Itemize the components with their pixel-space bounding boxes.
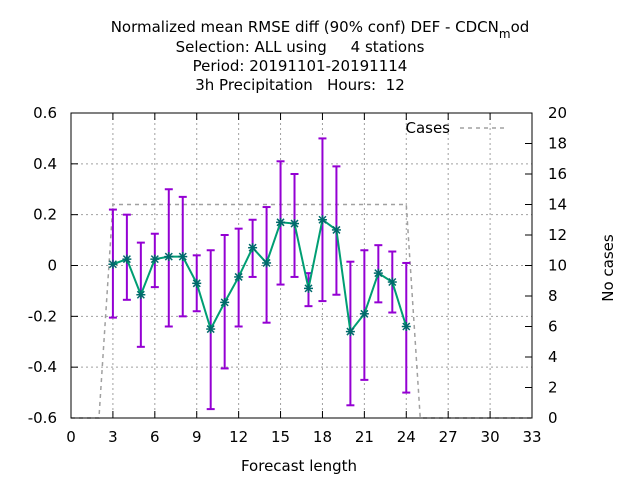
data-point [317, 215, 327, 225]
title-line: 3h Precipitation Hours: 12 [195, 76, 405, 94]
x-tick-label: 21 [355, 428, 374, 446]
axis-ticks [70, 112, 533, 419]
y2-tick-label: 16 [548, 165, 567, 183]
data-point [290, 219, 300, 229]
data-point [206, 324, 216, 334]
data-point [248, 243, 258, 253]
y2-axis-label: No cases [599, 234, 617, 302]
y2-tick-label: 14 [548, 196, 567, 214]
data-point [108, 259, 118, 269]
chart-title: Normalized mean RMSE diff (90% conf) DEF… [111, 18, 530, 94]
data-point [192, 278, 202, 288]
data-point [303, 283, 313, 293]
data-point [136, 290, 146, 300]
y2-tick-label: 10 [548, 257, 567, 275]
data-point [345, 327, 355, 337]
legend-label: Cases [405, 119, 450, 137]
y2-tick-label: 4 [548, 348, 558, 366]
x-tick-label: 27 [439, 428, 458, 446]
y-tick-label: 0.2 [33, 206, 57, 224]
y-tick-label: 0 [47, 257, 57, 275]
rmse-series [112, 218, 408, 335]
y2-tick-label: 2 [548, 379, 558, 397]
y2-tick-label: 0 [548, 409, 558, 427]
y2-tick-label: 6 [548, 318, 558, 336]
y-tick-label: -0.4 [28, 358, 57, 376]
rmse-line [112, 218, 408, 335]
error-bars [108, 137, 411, 411]
x-tick-label: 3 [108, 428, 118, 446]
data-point [276, 217, 286, 227]
y-tick-label: -0.2 [28, 307, 57, 325]
data-point [262, 258, 272, 268]
data-point [220, 297, 230, 307]
data-point [164, 252, 174, 262]
data-point [122, 254, 132, 264]
x-tick-label: 30 [481, 428, 500, 446]
y-tick-label: -0.6 [28, 409, 57, 427]
y2-tick-label: 18 [548, 135, 567, 153]
data-point [178, 252, 188, 262]
data-point [359, 309, 369, 319]
x-tick-label: 15 [271, 428, 290, 446]
data-points [108, 215, 411, 337]
data-point [401, 322, 411, 331]
y2-tick-label: 8 [548, 287, 558, 305]
data-point [387, 277, 397, 287]
data-point [331, 225, 341, 235]
x-tick-label: 9 [192, 428, 202, 446]
y-tick-label: 0.4 [33, 155, 57, 173]
title-line: Period: 20191101-20191114 [193, 57, 408, 75]
x-tick-label: 12 [229, 428, 248, 446]
tick-labels: 0 3 6 9 12 15 18 21 24 27 30 33-0.6-0.4-0.200.20.40… [28, 104, 567, 446]
x-tick-label: 0 [66, 428, 76, 446]
data-point [234, 272, 244, 282]
y-tick-label: 0.6 [33, 104, 57, 122]
y2-tick-label: 12 [548, 226, 567, 244]
y2-tick-label: 20 [548, 104, 567, 122]
legend: Cases [405, 119, 505, 137]
title-line: Selection: ALL using 4 stations [176, 38, 425, 56]
title-line: Normalized mean RMSE diff (90% conf) DEF… [111, 18, 530, 41]
x-tick-label: 33 [522, 428, 541, 446]
data-point [373, 268, 383, 278]
x-tick-label: 24 [397, 428, 416, 446]
x-axis-label: Forecast length [241, 457, 357, 475]
data-point [150, 254, 160, 264]
x-tick-label: 18 [313, 428, 332, 446]
x-tick-label: 6 [150, 428, 160, 446]
